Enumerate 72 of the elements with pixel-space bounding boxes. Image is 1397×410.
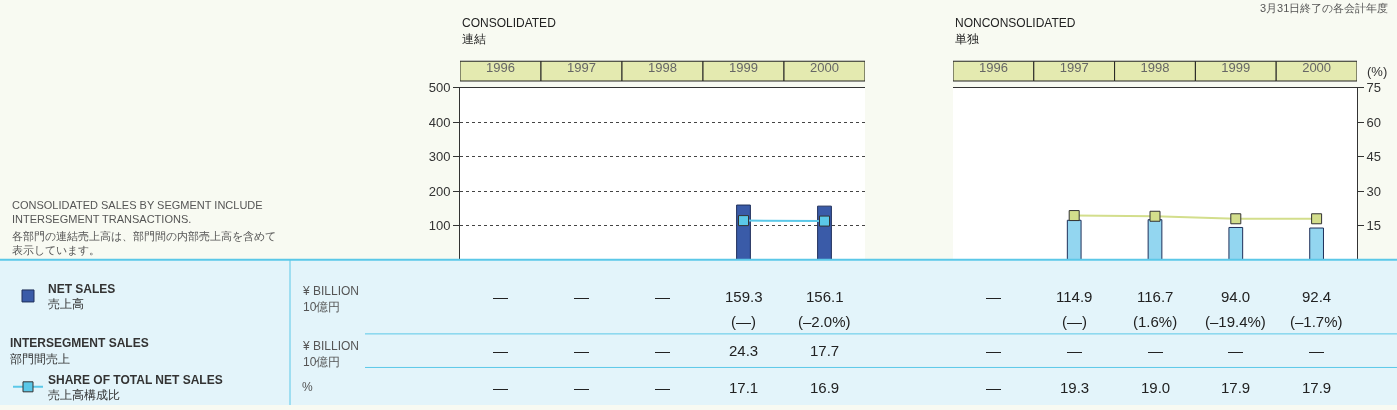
data-label: 94.0 — [1221, 288, 1251, 305]
text: — — [655, 379, 670, 396]
x-tick-label: 1999 — [1221, 59, 1251, 75]
text: — — [1148, 342, 1163, 359]
x-tick-label: 1999 — [729, 59, 758, 75]
text: — — [1228, 342, 1243, 359]
bar — [1066, 219, 1082, 260]
x-tick-label: 1996 — [486, 59, 515, 75]
text: 24.3 — [729, 342, 759, 359]
y-tick-label: 300 — [428, 149, 451, 165]
text: (–19.4%) — [1205, 313, 1266, 330]
x-tick-label: 2000 — [810, 59, 839, 75]
text: (–1.7%) — [1290, 313, 1343, 330]
data-label: 19.0 — [1141, 379, 1171, 396]
y2-tick-label: 75 — [1366, 80, 1382, 96]
text: (–2.0%) — [798, 313, 851, 330]
text: (—) — [1062, 313, 1087, 330]
text: — — [574, 288, 589, 305]
text: — — [1067, 342, 1082, 359]
x-tick-label: 2000 — [1302, 59, 1332, 75]
y2-tick-label: 60 — [1366, 114, 1382, 130]
text: — — [986, 379, 1001, 396]
text: ¥ BILLION 10億円 — [302, 339, 360, 369]
text: — — [493, 342, 508, 359]
data-label: 16.9 — [810, 379, 840, 396]
text: 17.7 — [810, 342, 840, 359]
data-label: 17.9 — [1221, 379, 1251, 396]
text: (—) — [731, 313, 756, 330]
data-label: 19.3 — [1060, 379, 1090, 396]
text: — — [574, 379, 589, 396]
data-label: 92.4 — [1302, 288, 1332, 305]
text: 各部門の連結売上高は、部門間の内部売上高を含めて表示しています。 — [12, 230, 276, 258]
chart-title: CONSOLIDATED 連結 — [462, 16, 557, 46]
text: — — [1309, 342, 1324, 359]
x-tick-label: 1997 — [1059, 59, 1089, 75]
text: — — [574, 342, 589, 359]
y2-axis-title: (%) — [1367, 64, 1388, 79]
text: — — [493, 379, 508, 396]
text: CONSOLIDATED SALES BY SEGMENT INCLUDE INTERSEGMENT TRANSACTIONS. — [12, 199, 263, 226]
text: ¥ BILLION 10億円 — [302, 284, 360, 314]
data-label: 116.7 — [1137, 288, 1174, 305]
data-label: 114.9 — [1056, 288, 1093, 305]
y2-tick-label: 30 — [1366, 183, 1382, 199]
text: — — [655, 288, 670, 305]
text: (1.6%) — [1133, 313, 1178, 330]
x-tick-label: 1997 — [567, 59, 596, 75]
text: % — [302, 380, 313, 394]
text: 3月31日終了の各会計年度 — [1260, 2, 1389, 14]
y-tick-label: 200 — [428, 183, 451, 199]
data-label: 159.3 — [725, 288, 763, 305]
text: INTERSEGMENT SALES 部門間売上 — [10, 336, 149, 366]
bar — [1147, 219, 1163, 260]
x-tick-label: 1996 — [978, 59, 1008, 75]
text: — — [986, 342, 1001, 359]
y-tick-label: 500 — [428, 80, 451, 96]
x-tick-label: 1998 — [648, 59, 677, 75]
data-label: 17.1 — [729, 379, 759, 396]
y2-tick-label: 45 — [1366, 149, 1382, 165]
y2-tick-label: 15 — [1366, 217, 1382, 233]
data-label: 17.9 — [1302, 379, 1332, 396]
data-label: 156.1 — [806, 288, 844, 305]
text: — — [986, 288, 1001, 305]
text: — — [493, 288, 508, 305]
legend-label: SHARE OF TOTAL NET SALES 売上高構成比 — [48, 372, 223, 403]
x-tick-label: 1998 — [1140, 59, 1170, 75]
bar — [1228, 226, 1244, 260]
legend-label: NET SALES 売上高 — [48, 281, 116, 312]
text: — — [655, 342, 670, 359]
chart-title: NONCONSOLIDATED 単独 — [955, 16, 1076, 46]
y-tick-label: 400 — [428, 114, 451, 130]
y-tick-label: 100 — [428, 217, 451, 233]
bar — [1309, 227, 1324, 260]
